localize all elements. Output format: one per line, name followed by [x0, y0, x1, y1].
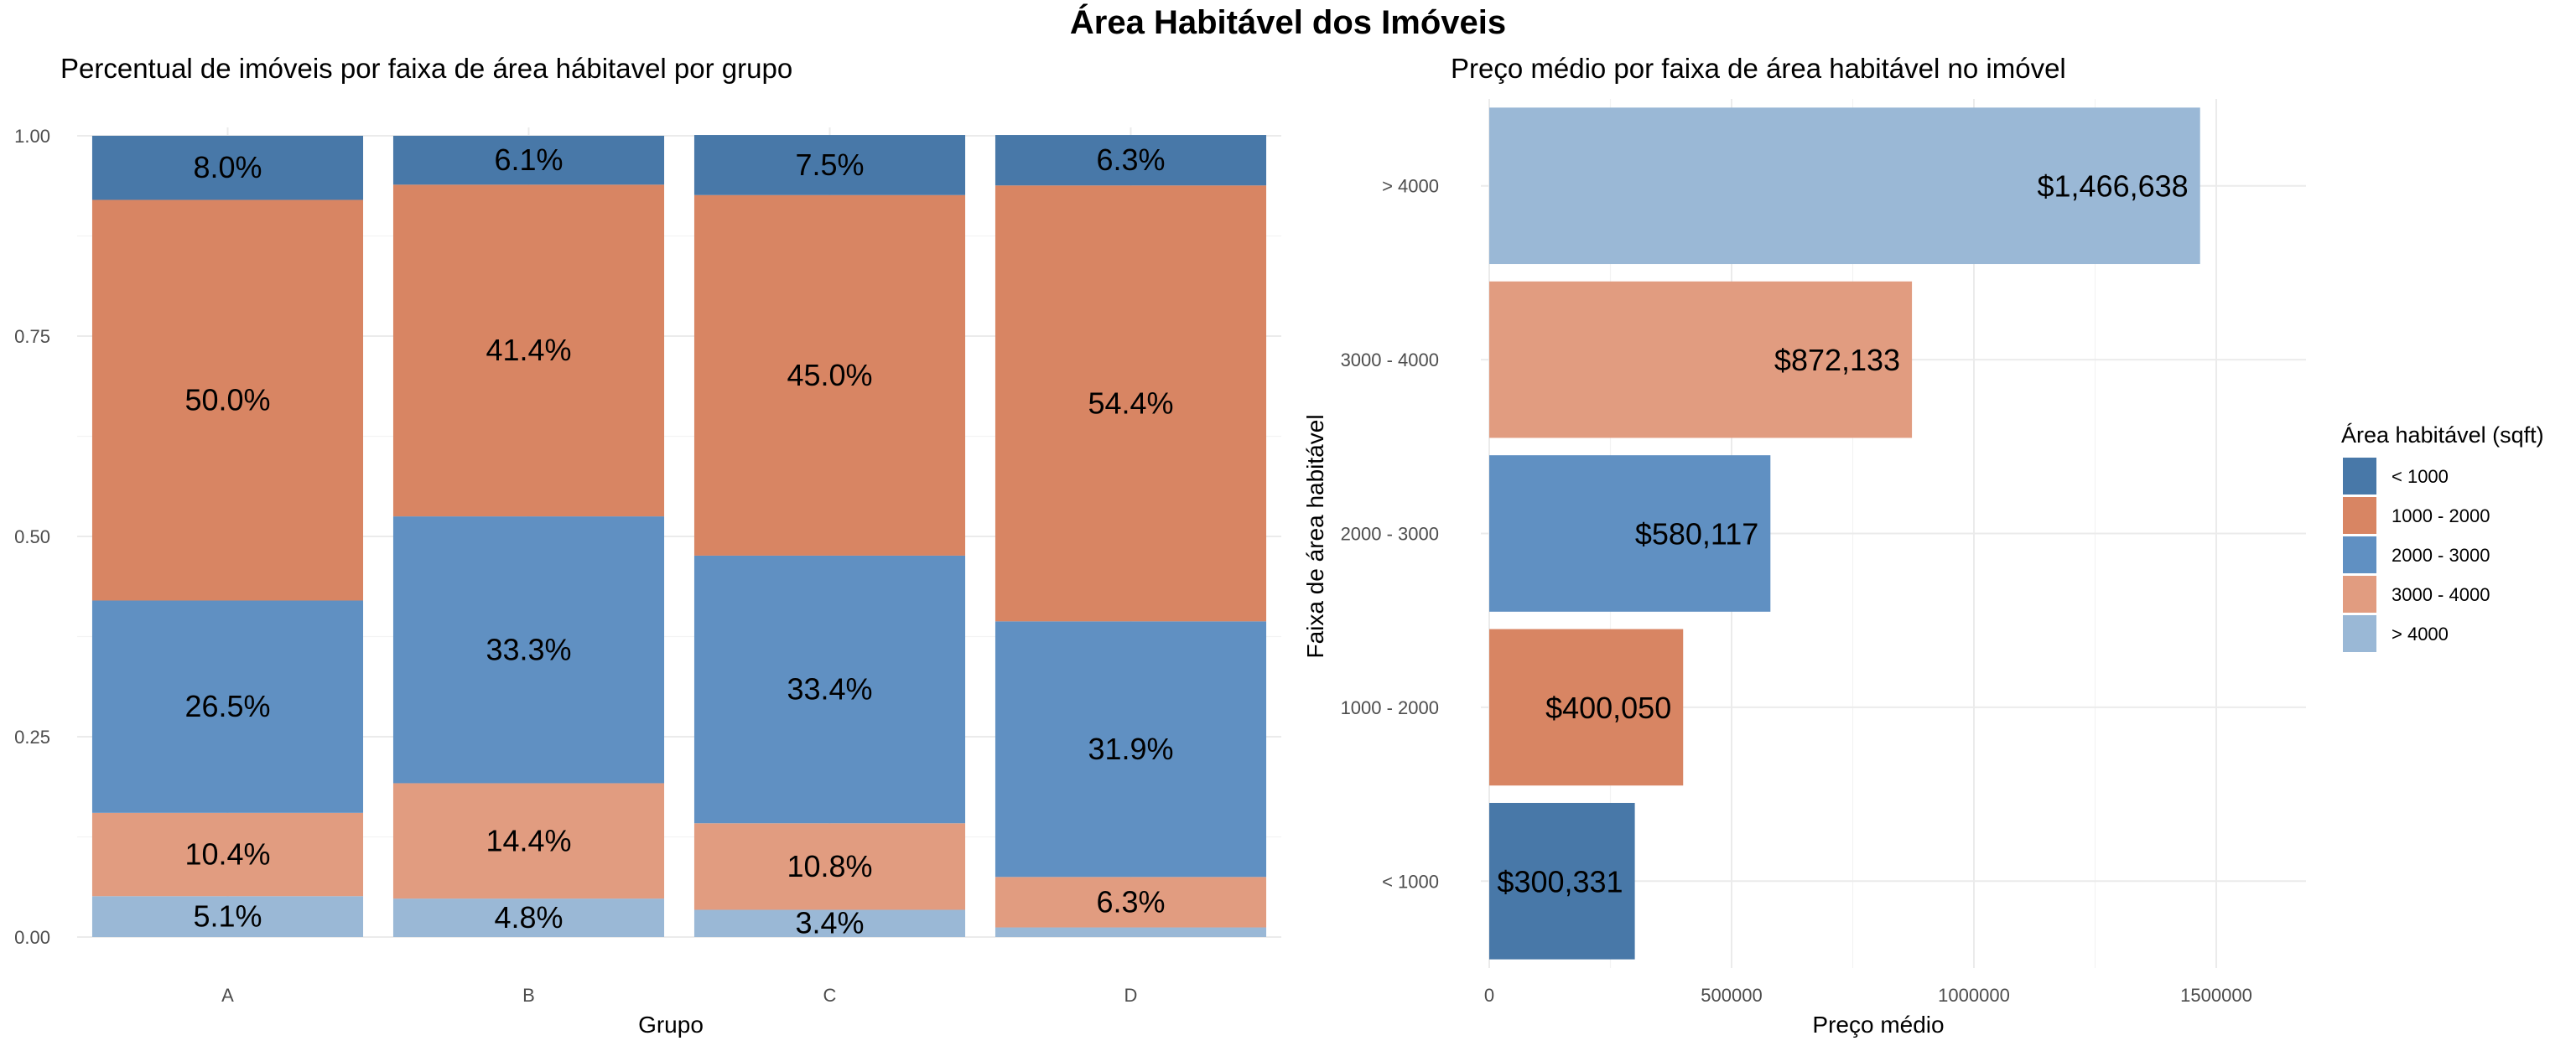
bar-segment-label: 3.4% — [795, 906, 864, 940]
bar-segment — [995, 185, 1267, 622]
y-tick-label: 0.50 — [14, 526, 50, 547]
legend-label: < 1000 — [2392, 466, 2449, 487]
legend-label: 3000 - 4000 — [2392, 584, 2490, 605]
legend-swatch — [2343, 497, 2376, 534]
price-chart-x-ticks: 0 500000 1000000 1500000 — [1484, 985, 2252, 1006]
bar-segment-label: 6.1% — [494, 142, 563, 177]
bar-segment — [392, 783, 665, 899]
bar-segment — [392, 184, 665, 517]
x-tick-label: A — [221, 985, 234, 1006]
bar-segment — [693, 135, 966, 195]
bar-segment — [693, 823, 966, 910]
bar-segment — [91, 136, 364, 200]
bar-segment — [91, 896, 364, 937]
stacked-chart-y-ticks: 0.00 0.25 0.50 0.75 1.00 — [14, 126, 50, 948]
legend-items: < 1000 1000 - 2000 2000 - 3000 3000 - 4000 >… — [2343, 458, 2490, 652]
bar-segment — [995, 877, 1267, 928]
bar-segment — [693, 909, 966, 937]
bar-segment — [392, 898, 665, 937]
bar-segment — [995, 621, 1267, 878]
price-bar — [1489, 629, 1684, 786]
x-tick-label: 500000 — [1701, 985, 1762, 1006]
bar-segment-label: 8.0% — [193, 150, 262, 184]
x-tick-label: 0 — [1484, 985, 1494, 1006]
bar-segment — [91, 812, 364, 897]
bar-segment — [392, 136, 665, 185]
stacked-bar-chart-panel: Percentual de imóveis por faixa de área … — [14, 53, 1281, 1038]
price-chart-y-ticks: < 1000 1000 - 2000 2000 - 3000 3000 - 4000 >… — [1341, 176, 1439, 893]
x-tick-label: B — [522, 985, 535, 1006]
bar-segment-label: 10.8% — [787, 849, 872, 883]
price-bar — [1489, 281, 1913, 438]
bar-segment-label: 6.3% — [1096, 884, 1165, 919]
stacked-chart-bars — [91, 135, 1267, 937]
price-bar-label: $300,331 — [1497, 864, 1623, 898]
price-chart-y-axis-label: Faixa de área habitável — [1302, 414, 1328, 658]
bar-segment-label: 50.0% — [184, 382, 270, 417]
y-tick-label: 0.75 — [14, 326, 50, 347]
legend-label: > 4000 — [2392, 624, 2449, 645]
x-tick-label: 1000000 — [1938, 985, 2010, 1006]
price-chart-title: Preço médio por faixa de área habitável … — [1451, 53, 2066, 84]
bar-segment-label: 4.8% — [494, 900, 563, 935]
x-tick-label: 1500000 — [2180, 985, 2252, 1006]
bar-segment — [693, 555, 966, 824]
stacked-chart-title: Percentual de imóveis por faixa de área … — [60, 53, 792, 84]
legend-swatch — [2343, 576, 2376, 613]
bar-segment — [995, 927, 1267, 937]
stacked-chart-x-axis-label: Grupo — [638, 1012, 704, 1038]
bar-segment-label: 26.5% — [184, 689, 270, 723]
bar-segment — [91, 199, 364, 601]
y-tick-label: < 1000 — [1382, 871, 1439, 892]
y-tick-label: > 4000 — [1382, 176, 1439, 197]
y-tick-label: 1.00 — [14, 126, 50, 147]
x-tick-label: C — [823, 985, 837, 1006]
bar-segment-label: 31.9% — [1088, 732, 1173, 766]
horizontal-bar-chart-panel: Preço médio por faixa de área habitável … — [1302, 53, 2306, 1038]
bar-segment-label: 10.4% — [184, 837, 270, 872]
legend-title: Área habitável (sqft) — [2341, 422, 2544, 448]
bar-segment — [91, 600, 364, 813]
price-bar-label: $872,133 — [1774, 343, 1900, 377]
legend-label: 2000 - 3000 — [2392, 545, 2490, 566]
price-bar — [1489, 455, 1771, 612]
bar-segment — [995, 135, 1267, 186]
bar-segment-label: 54.4% — [1088, 386, 1173, 420]
price-bar — [1489, 107, 2200, 265]
bar-segment-label: 6.3% — [1096, 142, 1165, 177]
legend-swatch — [2343, 536, 2376, 573]
price-bar-label: $1,466,638 — [2038, 169, 2189, 204]
price-bar — [1489, 802, 1635, 960]
legend-label: 1000 - 2000 — [2392, 505, 2490, 526]
y-tick-label: 1000 - 2000 — [1341, 697, 1439, 718]
y-tick-label: 3000 - 4000 — [1341, 350, 1439, 370]
stacked-chart-bar-labels: 5.1% 10.4% 26.5% 50.0% 8.0% 4.8% 14.4% 33.3% 41.… — [184, 142, 1173, 940]
bar-segment-label: 14.4% — [486, 823, 571, 857]
bar-segment-label: 5.1% — [193, 899, 262, 934]
bar-segment — [693, 194, 966, 556]
price-chart-bars — [1489, 107, 2200, 960]
y-tick-label: 0.00 — [14, 927, 50, 948]
legend: Área habitável (sqft) < 1000 1000 - 2000 2… — [2341, 422, 2544, 652]
legend-swatch — [2343, 458, 2376, 495]
bar-segment-label: 33.4% — [787, 672, 872, 707]
y-tick-label: 2000 - 3000 — [1341, 524, 1439, 545]
bar-segment-label: 41.4% — [486, 333, 571, 367]
price-chart-bar-labels: $300,331 $400,050 $580,117 $872,133 $1,466,6… — [1497, 169, 2188, 899]
stacked-chart-x-ticks: A B C D — [221, 985, 1137, 1006]
legend-swatch — [2343, 615, 2376, 652]
bar-segment-label: 7.5% — [795, 148, 864, 182]
price-bar-label: $400,050 — [1545, 691, 1671, 725]
y-tick-label: 0.25 — [14, 727, 50, 748]
bar-segment — [392, 516, 665, 784]
price-bar-label: $580,117 — [1635, 517, 1758, 551]
bar-segment-label: 45.0% — [787, 358, 872, 392]
x-tick-label: D — [1124, 985, 1138, 1006]
bar-segment-label: 33.3% — [486, 632, 571, 666]
price-chart-x-axis-label: Preço médio — [1812, 1012, 1944, 1038]
figure-title: Área Habitável dos Imóveis — [1070, 3, 1506, 41]
